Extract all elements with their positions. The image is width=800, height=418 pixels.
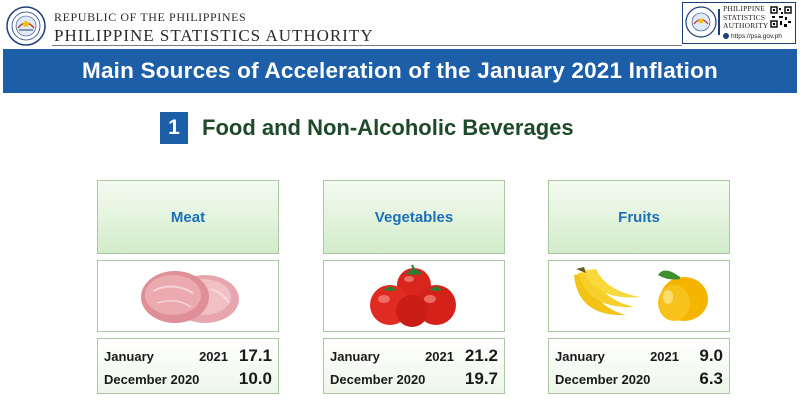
logo-agency-name: PHILIPPINE STATISTICS AUTHORITY	[723, 4, 769, 31]
card-values: January 2021 21.2 December 2020 19.7	[323, 338, 505, 394]
month-label: January	[330, 349, 380, 364]
section-heading: 1 Food and Non-Alcoholic Beverages	[160, 111, 574, 145]
inflation-value: 17.1	[238, 346, 272, 365]
logo-name-line: PHILIPPINE	[723, 4, 766, 13]
psa-seal-icon	[685, 6, 717, 38]
qr-code-icon	[770, 6, 792, 28]
psa-seal-logo	[6, 6, 46, 46]
card-label: Vegetables	[323, 180, 505, 254]
month-label: January	[104, 349, 154, 364]
tomatoes-illustration	[370, 264, 456, 327]
globe-icon	[723, 33, 729, 40]
logo-name-line: STATISTICS	[723, 12, 766, 22]
inflation-value: 9.0	[699, 346, 723, 365]
website-url-text: https://psa.gov.ph	[731, 33, 782, 40]
banana-mango-image	[548, 260, 730, 332]
card-label: Fruits	[548, 180, 730, 254]
meat-image	[97, 260, 279, 332]
period-label: December 2020	[555, 372, 651, 387]
section-title: Food and Non-Alcoholic Beverages	[202, 115, 574, 140]
value-row-previous: December 2020 10.0	[104, 369, 272, 392]
period-label: December 2020	[104, 372, 200, 387]
card-values: January 2021 17.1 December 2020 10.0	[97, 338, 279, 394]
page-title: Main Sources of Acceleration of the Janu…	[3, 49, 797, 93]
meat-illustration	[141, 271, 239, 323]
value-row-previous: December 2020 6.3	[555, 369, 723, 392]
logo-name-line: AUTHORITY	[723, 21, 769, 30]
month-label: January	[555, 349, 605, 364]
year-label: 2021	[425, 349, 454, 364]
value-row-current: January 2021 9.0	[555, 346, 723, 369]
value-row-current: January 2021 17.1	[104, 346, 272, 369]
year-label: 2021	[199, 349, 228, 364]
commodity-card-fruits: Fruits January 2021 9.0 December 2020 6.…	[548, 180, 730, 394]
agency-name: REPUBLIC OF THE PHILIPPINES PHILIPPINE S…	[54, 10, 374, 46]
psa-logo-box: PHILIPPINE STATISTICS AUTHORITY https://…	[682, 2, 796, 44]
card-label: Meat	[97, 180, 279, 254]
section-number-badge: 1	[160, 112, 188, 144]
header-divider	[52, 45, 682, 46]
value-row-current: January 2021 21.2	[330, 346, 498, 369]
fruits-illustration	[574, 267, 708, 321]
value-row-previous: December 2020 19.7	[330, 369, 498, 392]
card-values: January 2021 9.0 December 2020 6.3	[548, 338, 730, 394]
website-url: https://psa.gov.ph	[723, 33, 782, 40]
agency-republic-line: REPUBLIC OF THE PHILIPPINES	[54, 10, 247, 24]
inflation-value: 6.3	[699, 369, 723, 388]
tomatoes-image	[323, 260, 505, 332]
inflation-value: 19.7	[464, 369, 498, 388]
period-label: December 2020	[330, 372, 426, 387]
inflation-value: 21.2	[464, 346, 498, 365]
agency-name-line: PHILIPPINE STATISTICS AUTHORITY	[54, 26, 374, 45]
year-label: 2021	[650, 349, 679, 364]
commodity-card-meat: Meat January 2021 17.1 December 2020 10.…	[97, 180, 279, 394]
commodity-card-vegetables: Vegetables January 2021 21.2 December 20…	[323, 180, 505, 394]
inflation-value: 10.0	[238, 369, 272, 388]
logo-divider	[718, 9, 720, 35]
